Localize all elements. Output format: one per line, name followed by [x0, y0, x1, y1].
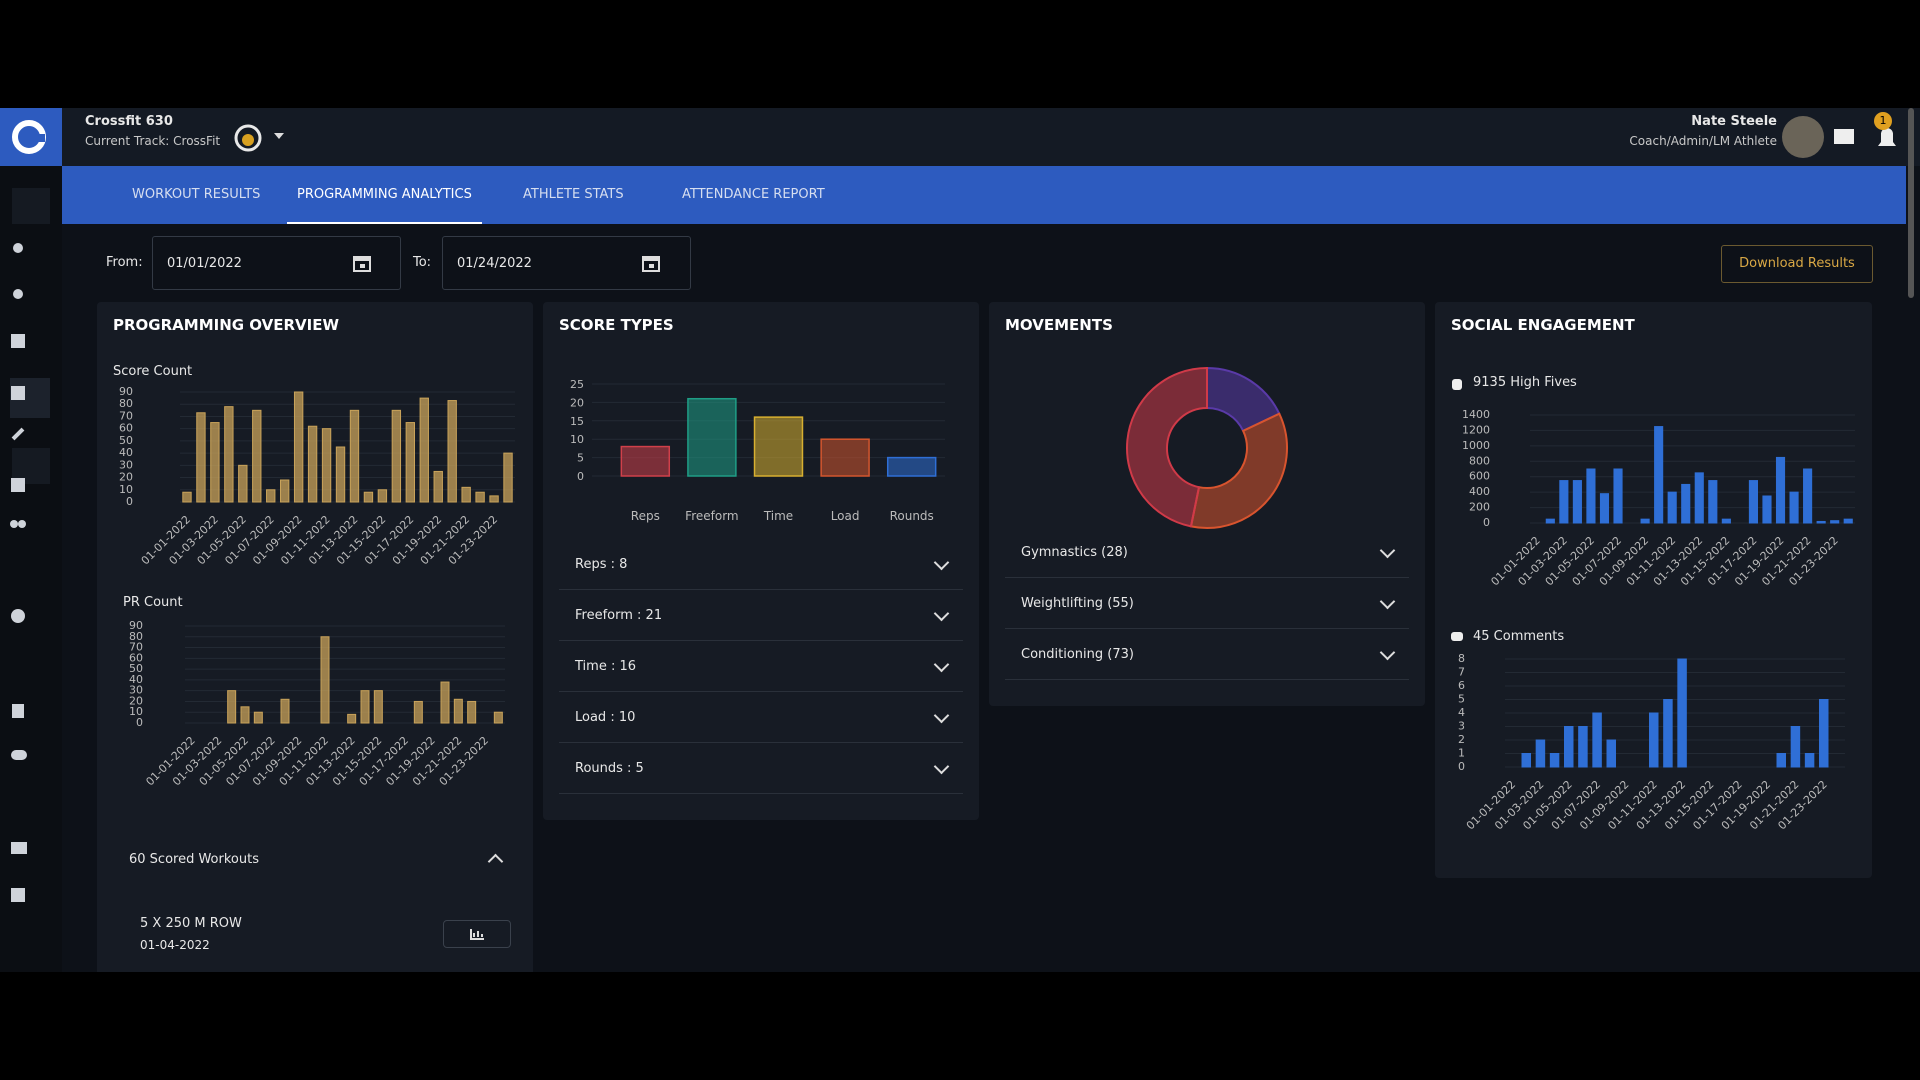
chevron	[933, 554, 950, 570]
score-types-panel: SCORE TYPES Reps : 8 Freeform : 21 Time : …	[543, 302, 979, 820]
dropdown-row[interactable]: Weightlifting (55)	[1005, 579, 1409, 629]
chevron	[1379, 542, 1396, 558]
notification-badge: 1	[1874, 112, 1892, 130]
row-label: Freeform : 21	[575, 608, 663, 623]
dropdown-row[interactable]: Freeform : 21	[559, 591, 963, 641]
chevron	[933, 656, 950, 672]
tab[interactable]: WORKOUT RESULTS	[132, 187, 261, 202]
dropdown-row[interactable]: Reps : 8	[559, 540, 963, 590]
chat-icon[interactable]	[1834, 129, 1854, 144]
chart-icon	[470, 929, 484, 940]
scored-workouts: 60 Scored Workouts	[129, 851, 259, 867]
calendar-icon[interactable]	[641, 253, 661, 273]
chart-label: Score Count	[113, 364, 193, 379]
dropdown-row[interactable]: Gymnastics (28)	[1005, 528, 1409, 578]
chevron	[1379, 593, 1396, 609]
header: Crossfit 630 Current Track: CrossFit Nat…	[62, 108, 1920, 166]
panel-title: SOCIAL ENGAGEMENT	[1451, 316, 1635, 334]
movements-panel: MOVEMENTS Gymnastics (28) Weightlifting (…	[989, 302, 1425, 706]
logo-icon	[12, 120, 46, 154]
sidebar	[0, 108, 62, 972]
from-date[interactable]: 01/01/2022	[152, 236, 401, 290]
chart-label: 9135 High Fives	[1473, 375, 1577, 390]
avatar[interactable]	[1782, 116, 1824, 158]
workout-date: 01-04-2022	[140, 938, 210, 952]
to-value: 01/24/2022	[457, 256, 532, 271]
row-label: Weightlifting (55)	[1021, 596, 1134, 611]
chevron	[933, 758, 950, 774]
tab-bar: WORKOUT RESULTS PROGRAMMING ANALYTICS ATHL…	[62, 166, 1906, 224]
user-name: Nate Steele	[1691, 114, 1777, 129]
dropdown-row[interactable]: Rounds : 5	[559, 744, 963, 794]
chevron	[933, 605, 950, 621]
panel-title: PROGRAMMING OVERVIEW	[113, 316, 340, 334]
from-label: From:	[106, 255, 143, 270]
download-button[interactable]: Download Results	[1721, 245, 1873, 283]
chart-label: PR Count	[123, 595, 183, 610]
chevron	[933, 707, 950, 723]
scrollbar[interactable]	[1908, 108, 1914, 298]
org-name: Crossfit 630	[85, 114, 173, 129]
tab[interactable]: PROGRAMMING ANALYTICS	[287, 166, 482, 224]
programming-overview-panel: PROGRAMMING OVERVIEW Score Count PR Coun…	[97, 302, 533, 972]
high-five-icon	[1452, 379, 1462, 390]
tab[interactable]: ATHLETE STATS	[523, 187, 624, 202]
panel-title: MOVEMENTS	[1005, 316, 1113, 334]
user-role: Coach/Admin/LM Athlete	[1629, 134, 1777, 148]
track: Current Track: CrossFit	[85, 134, 221, 148]
from-value: 01/01/2022	[167, 256, 242, 271]
row-label: Time : 16	[575, 659, 637, 674]
chevron	[1379, 644, 1396, 660]
social-panel: SOCIAL ENGAGEMENT 9135 High Fives 45 Com…	[1435, 302, 1872, 878]
row-label: Rounds : 5	[575, 761, 644, 776]
row-label: Conditioning (73)	[1021, 647, 1134, 662]
chart-label: 45 Comments	[1473, 629, 1565, 644]
scored-workouts-toggle[interactable]: 60 Scored Workouts	[113, 834, 517, 884]
panel-title: SCORE TYPES	[559, 316, 674, 334]
bell-icon[interactable]	[1878, 128, 1896, 146]
workout-name: 5 X 250 M ROW	[140, 916, 242, 931]
row-label: Gymnastics (28)	[1021, 545, 1128, 560]
sidebar-icons	[10, 188, 50, 902]
chevron	[487, 853, 504, 870]
row-label: Load : 10	[575, 710, 636, 725]
logo[interactable]	[0, 108, 62, 166]
dropdown-row[interactable]: Time : 16	[559, 642, 963, 692]
workout-chart-button[interactable]	[443, 920, 511, 948]
dropdown-row[interactable]: Load : 10	[559, 693, 963, 743]
to-label: To:	[413, 255, 432, 270]
track-icon[interactable]	[230, 112, 290, 162]
to-date[interactable]: 01/24/2022	[442, 236, 691, 290]
row-label: Reps : 8	[575, 557, 628, 572]
app: Crossfit 630 Current Track: CrossFit Nat…	[0, 108, 1920, 972]
calendar-icon[interactable]	[352, 253, 372, 273]
dropdown-row[interactable]: Conditioning (73)	[1005, 630, 1409, 680]
tab[interactable]: ATTENDANCE REPORT	[682, 187, 825, 202]
comment-icon	[1451, 632, 1463, 641]
